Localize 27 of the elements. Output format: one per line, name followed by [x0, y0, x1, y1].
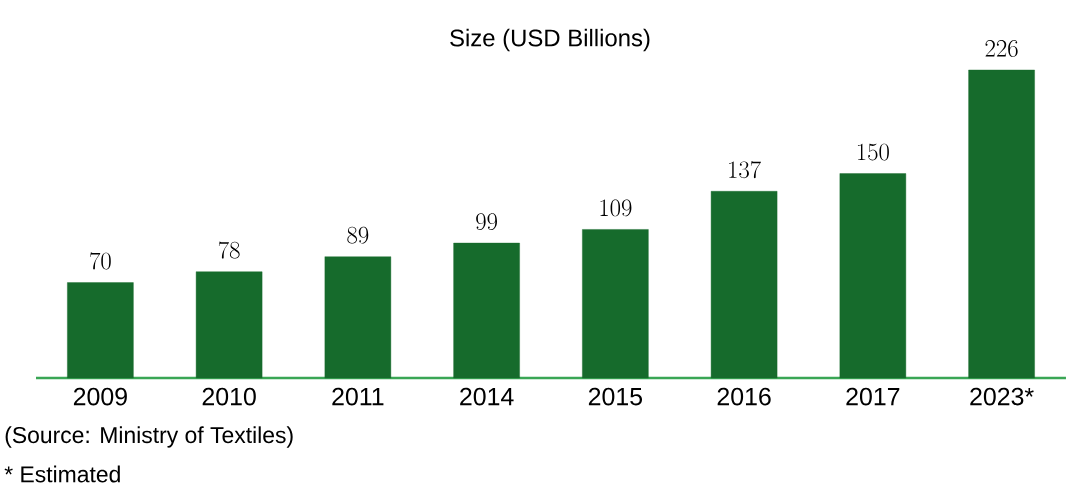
x-tick-label: 2010: [202, 387, 256, 406]
x-tick-label: 2011: [332, 387, 384, 406]
bar: [67, 282, 134, 379]
data-label: 99: [476, 213, 497, 230]
bar: [453, 242, 520, 379]
bar: [839, 173, 907, 379]
x-tick-label: 2009: [73, 387, 127, 406]
x-tick-label: 2015: [588, 387, 643, 406]
chart-title: Size (USD Billions): [450, 28, 650, 52]
data-label: 150: [857, 143, 889, 161]
bar: [710, 191, 778, 379]
data-label: 78: [218, 241, 240, 259]
x-tick-label: 2014: [460, 387, 514, 406]
data-label: 70: [90, 252, 111, 270]
data-label: 89: [347, 226, 369, 244]
x-tick-label: 2023*: [970, 387, 1034, 406]
data-label: 137: [729, 160, 761, 179]
bar: [582, 229, 649, 379]
data-label: 109: [600, 199, 632, 217]
text: * Estimated: [4, 465, 120, 483]
text: (Source: Ministry of Textiles): [5, 426, 293, 448]
x-tick-label: 2016: [717, 387, 771, 406]
data-label: 226: [985, 40, 1018, 57]
bar: [324, 256, 392, 379]
bar: [968, 69, 1035, 379]
x-tick-label: 2017: [846, 387, 900, 406]
bar: [195, 271, 263, 379]
